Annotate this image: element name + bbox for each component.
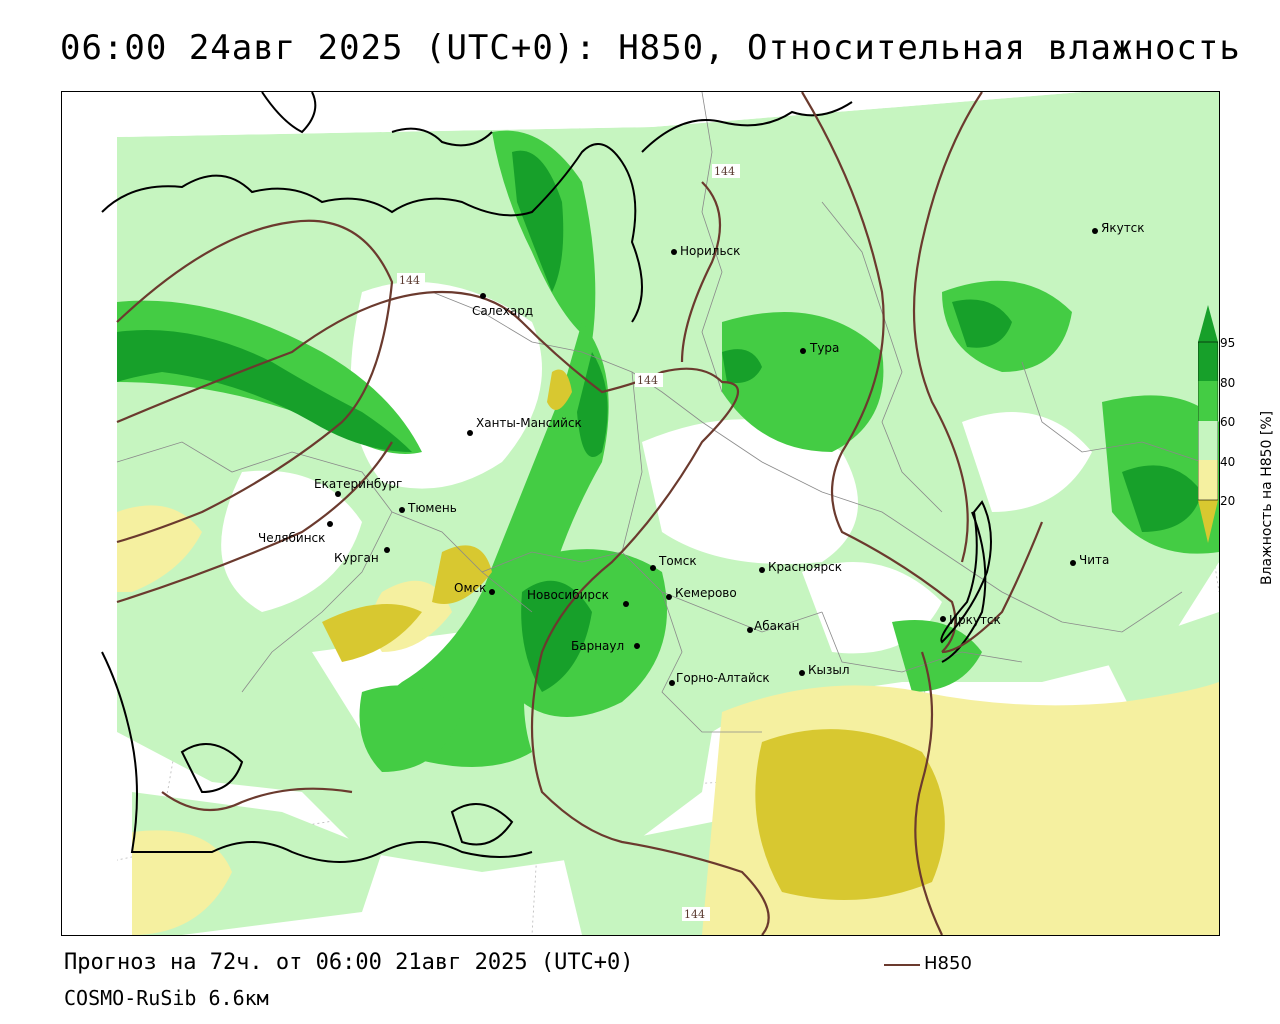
- city-label: Екатеринбург: [314, 477, 402, 491]
- region-borders: [116, 92, 1203, 733]
- city-dot: [467, 430, 473, 436]
- city-dot: [940, 616, 946, 622]
- map-title: 06:00 24авг 2025 (UTC+0): H850, Относите…: [60, 28, 1241, 68]
- city-dot: [634, 643, 640, 649]
- city-dot: [666, 594, 672, 600]
- colorbar-tick: 60: [1220, 415, 1236, 429]
- city-dot: [800, 348, 806, 354]
- map-canvas: 144 144 144 144 Салехард Норильск Якутск…: [62, 92, 1219, 935]
- isoline-label: 144: [637, 374, 658, 387]
- colorbar-tick: 80: [1220, 376, 1236, 390]
- city-dot: [1092, 228, 1098, 234]
- city-label: Тура: [809, 341, 839, 355]
- city-label: Тюмень: [407, 501, 457, 515]
- isoline-label: 144: [399, 274, 420, 287]
- colorbar-tick: 20: [1220, 494, 1236, 508]
- forecast-info: Прогноз на 72ч. от 06:00 21авг 2025 (UTC…: [64, 950, 634, 975]
- city-dot: [799, 670, 805, 676]
- city-label: Салехард: [472, 304, 533, 318]
- colorbar-top-arrow: [1198, 305, 1218, 342]
- model-name: COSMO-RuSib 6.6км: [64, 986, 269, 1010]
- city-label: Красноярск: [768, 560, 842, 574]
- city-dot: [1070, 560, 1076, 566]
- lake-baikal: [940, 500, 992, 644]
- city-label: Омск: [454, 581, 486, 595]
- city-label: Иркутск: [949, 613, 1001, 627]
- humidity-yellow-dark: [322, 369, 945, 900]
- city-label: Томск: [658, 554, 697, 568]
- coastline: [101, 92, 987, 863]
- colorbar-band: [1198, 421, 1218, 460]
- city-label: Якутск: [1101, 221, 1145, 235]
- city-label: Новосибирск: [527, 588, 609, 602]
- colorbar-band: [1198, 460, 1218, 500]
- colorbar-band: [1198, 342, 1218, 381]
- h850-legend-line: [884, 964, 920, 966]
- city-label: Норильск: [680, 244, 740, 258]
- h850-isolines: [116, 92, 1044, 935]
- colorbar-bottom-arrow: [1198, 500, 1218, 543]
- colorbar-tick: 95: [1220, 336, 1236, 350]
- city-dot: [480, 293, 486, 299]
- humidity-colorbar: [1198, 305, 1218, 543]
- city-label: Челябинск: [258, 531, 325, 545]
- city-dot: [650, 565, 656, 571]
- city-dot: [623, 601, 629, 607]
- city-markers: Салехард Норильск Якутск Тура Ханты-Манс…: [258, 221, 1145, 686]
- isoline-labels: 144 144 144 144: [397, 164, 740, 921]
- colorbar-tick: 40: [1220, 455, 1236, 469]
- city-dot: [335, 491, 341, 497]
- city-dot: [669, 680, 675, 686]
- h850-legend-label: H850: [924, 953, 972, 974]
- city-dot: [399, 507, 405, 513]
- isoline-label: 144: [714, 165, 735, 178]
- city-dot: [747, 627, 753, 633]
- city-label: Чита: [1079, 553, 1109, 567]
- colorbar-band: [1198, 381, 1218, 421]
- isoline-label: 144: [684, 908, 705, 921]
- city-dot: [759, 567, 765, 573]
- map-panel: 144 144 144 144 Салехард Норильск Якутск…: [61, 91, 1220, 936]
- city-label: Горно-Алтайск: [676, 671, 770, 685]
- city-label: Кызыл: [808, 663, 850, 677]
- city-label: Абакан: [754, 619, 799, 633]
- city-dot: [327, 521, 333, 527]
- city-label: Курган: [334, 551, 379, 565]
- city-label: Ханты-Мансийск: [476, 416, 582, 430]
- city-dot: [489, 589, 495, 595]
- city-label: Барнаул: [571, 639, 624, 653]
- city-dot: [384, 547, 390, 553]
- city-dot: [671, 249, 677, 255]
- city-label: Кемерово: [675, 586, 737, 600]
- colorbar-title: Влажность на H850 [%]: [1259, 410, 1275, 585]
